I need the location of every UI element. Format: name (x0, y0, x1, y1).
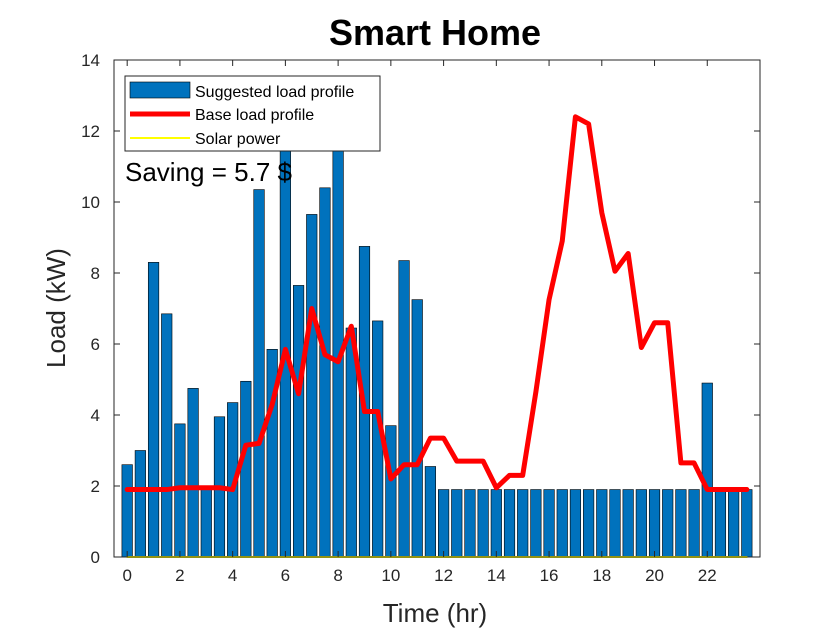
x-tick-label: 14 (487, 566, 506, 585)
bar-suggested-3 (161, 313, 173, 558)
bar-suggested-2 (147, 262, 160, 558)
bar-suggested-15 (319, 187, 331, 558)
bar-suggested-44 (701, 382, 713, 558)
bar-suggested-10 (253, 189, 265, 558)
bar-suggested-40 (648, 489, 661, 558)
x-axis: 0 2 4 6 8 10 12 14 16 18 20 22 (122, 60, 717, 585)
bar-suggested-21 (398, 260, 410, 558)
x-tick-label: 20 (645, 566, 664, 585)
bar-suggested-30 (517, 489, 529, 558)
x-tick-label: 0 (122, 566, 131, 585)
y-tick-label: 6 (91, 335, 100, 354)
bar-suggested-1 (134, 450, 146, 558)
bar-suggested-41 (662, 489, 674, 558)
bar-suggested-33 (556, 489, 568, 558)
bar-suggested-14 (306, 214, 318, 558)
bar-suggested-22 (411, 299, 423, 558)
bar-suggested-47 (741, 489, 753, 558)
bar-suggested-27 (477, 489, 489, 558)
bar-suggested-28 (490, 489, 502, 558)
bar-suggested-24 (438, 489, 450, 558)
bar-suggested-42 (675, 489, 687, 558)
bar-suggested-38 (622, 489, 634, 558)
x-tick-label: 22 (698, 566, 717, 585)
bar-suggested-26 (464, 489, 476, 558)
bar-suggested-37 (609, 489, 621, 558)
bar-suggested-6 (200, 489, 212, 558)
bar-suggested-45 (714, 489, 727, 558)
y-tick-label: 10 (81, 193, 100, 212)
line-base-load (124, 114, 750, 493)
y-tick-label: 2 (91, 477, 100, 496)
y-tick-label: 8 (91, 264, 100, 283)
legend-label-solar: Solar power (195, 131, 281, 148)
saving-annotation: Saving = 5.7 $ (125, 157, 292, 187)
bar-suggested-29 (503, 489, 516, 558)
bar-suggested-9 (240, 380, 252, 558)
bar-suggested-12 (279, 130, 291, 558)
x-tick-label: 6 (281, 566, 290, 585)
bar-suggested-46 (728, 489, 740, 558)
y-axis: 0 2 4 6 8 10 12 14 (81, 51, 760, 567)
bar-suggested-32 (543, 489, 555, 558)
x-tick-label: 12 (434, 566, 453, 585)
bar-suggested-20 (385, 425, 397, 558)
y-tick-label: 0 (91, 548, 100, 567)
bar-suggested-36 (596, 489, 608, 558)
x-tick-label: 4 (228, 566, 237, 585)
bar-suggested-43 (688, 489, 700, 558)
y-tick-label: 4 (91, 406, 100, 425)
bar-suggested-25 (451, 489, 463, 558)
legend-label-base: Base load profile (195, 107, 314, 124)
legend-label-suggested: Suggested load profile (195, 84, 354, 101)
bar-suggested-23 (424, 466, 436, 558)
x-tick-label: 2 (175, 566, 184, 585)
bar-suggested-31 (530, 489, 542, 558)
legend-swatch-suggested (129, 81, 191, 99)
x-tick-label: 16 (540, 566, 559, 585)
bar-suggested-39 (635, 489, 647, 558)
bar-suggested-35 (583, 489, 595, 558)
y-axis-label: Load (kW) (41, 248, 71, 368)
x-axis-label: Time (hr) (383, 598, 487, 628)
legend: Suggested load profile Base load profile… (124, 75, 381, 152)
x-tick-label: 8 (333, 566, 342, 585)
y-tick-label: 14 (81, 51, 100, 70)
x-tick-label: 10 (381, 566, 400, 585)
y-tick-label: 12 (81, 122, 100, 141)
bar-suggested-5 (187, 388, 199, 558)
chart-title: Smart Home (329, 12, 541, 53)
bar-suggested-34 (569, 489, 582, 558)
x-tick-label: 18 (592, 566, 611, 585)
plot-frame (113, 59, 761, 558)
bar-suggested-0 (121, 464, 133, 558)
bar-suggested-13 (292, 285, 305, 558)
